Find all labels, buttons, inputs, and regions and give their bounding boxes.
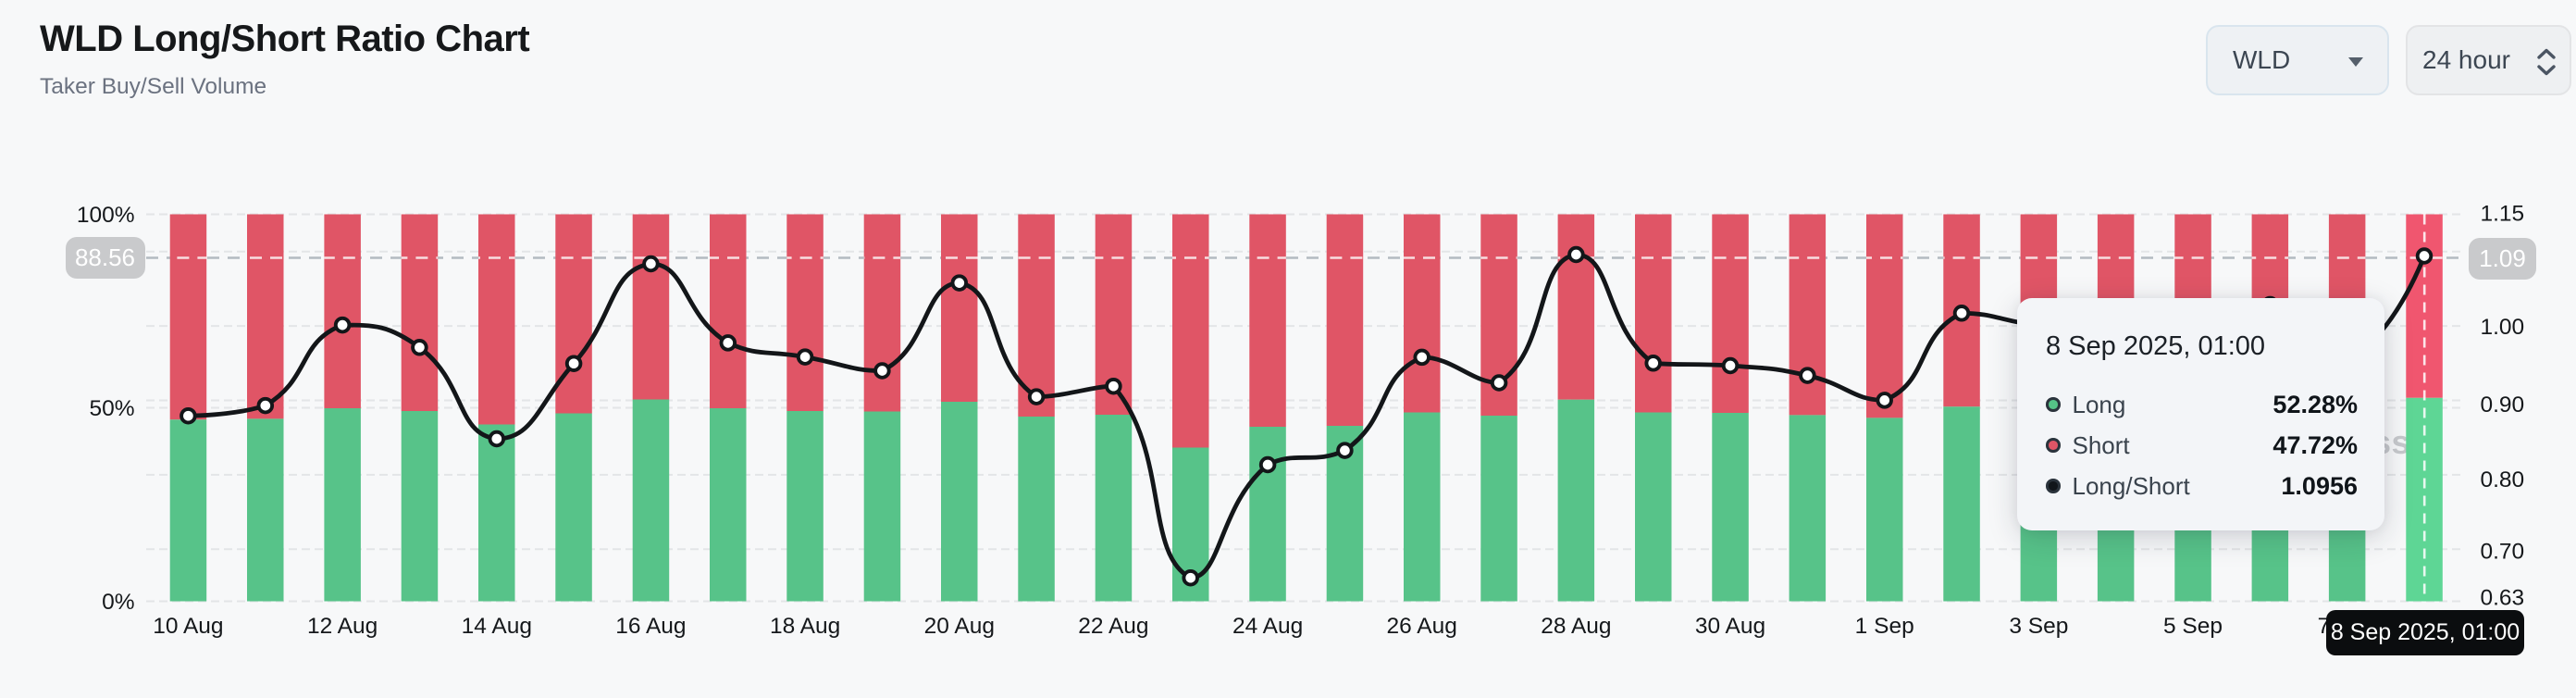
svg-text:12 Aug: 12 Aug <box>307 614 378 639</box>
svg-text:0%: 0% <box>102 590 134 615</box>
svg-text:1.15: 1.15 <box>2481 202 2525 227</box>
svg-text:100%: 100% <box>77 203 135 228</box>
svg-text:14 Aug: 14 Aug <box>462 614 532 639</box>
svg-text:28 Aug: 28 Aug <box>1541 614 1611 639</box>
svg-text:1.00: 1.00 <box>2481 315 2525 340</box>
svg-text:18 Aug: 18 Aug <box>770 614 840 639</box>
svg-text:50%: 50% <box>89 396 134 421</box>
svg-text:0.70: 0.70 <box>2481 540 2525 565</box>
svg-text:20 Aug: 20 Aug <box>924 614 995 639</box>
svg-text:0.90: 0.90 <box>2481 393 2525 418</box>
svg-text:5 Sep: 5 Sep <box>2163 614 2223 639</box>
svg-text:22 Aug: 22 Aug <box>1078 614 1148 639</box>
svg-text:30 Aug: 30 Aug <box>1695 614 1765 639</box>
svg-text:1 Sep: 1 Sep <box>1855 614 1914 639</box>
svg-text:24 Aug: 24 Aug <box>1232 614 1303 639</box>
svg-text:0.80: 0.80 <box>2481 467 2525 492</box>
svg-text:0.63: 0.63 <box>2481 586 2525 611</box>
svg-text:10 Aug: 10 Aug <box>153 614 223 639</box>
svg-text:3 Sep: 3 Sep <box>2009 614 2068 639</box>
svg-text:16 Aug: 16 Aug <box>615 614 686 639</box>
svg-text:26 Aug: 26 Aug <box>1387 614 1457 639</box>
